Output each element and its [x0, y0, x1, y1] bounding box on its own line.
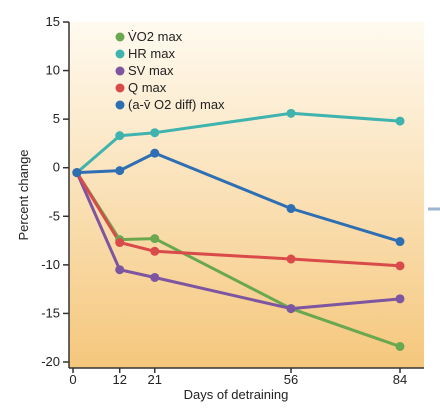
data-point-1: [115, 131, 125, 141]
x-tick-label: 56: [284, 372, 298, 387]
data-point-0: [150, 234, 160, 244]
y-tick-label: -15: [41, 305, 60, 320]
legend-marker: [115, 49, 125, 59]
legend-marker: [115, 66, 125, 76]
data-point-4: [72, 168, 82, 178]
data-point-2: [395, 294, 405, 304]
data-point-2: [150, 272, 160, 282]
legend-label: Q max: [128, 80, 167, 95]
legend-marker: [115, 32, 125, 42]
data-point-3: [395, 261, 405, 271]
y-tick-label: 15: [46, 14, 60, 29]
legend-marker: [115, 100, 125, 110]
data-point-4: [395, 237, 405, 247]
data-point-2: [286, 304, 296, 314]
series-layer: [72, 108, 405, 351]
x-tick-label: 21: [148, 372, 162, 387]
data-point-4: [150, 148, 160, 158]
y-tick-label: 10: [46, 63, 60, 78]
data-point-2: [115, 265, 125, 275]
x-tick-label: 12: [112, 372, 126, 387]
axes: 15 10 5 0 -5 -10 -15 -20 0 12 21 56 84: [41, 14, 424, 387]
data-point-1: [286, 108, 296, 118]
y-tick-label: -5: [48, 208, 60, 223]
plot-area: [69, 22, 424, 368]
legend-label: V̇O2 max: [128, 29, 183, 44]
y-tick-label: -10: [41, 257, 60, 272]
y-axis-title: Percent change: [16, 149, 31, 240]
x-tick-label: 0: [69, 372, 76, 387]
data-point-3: [286, 254, 296, 264]
x-tick-label: 84: [393, 372, 407, 387]
legend: V̇O2 max HR max SV max Q max (a-v̄ O2 diff) …: [115, 29, 225, 112]
legend-marker: [115, 83, 125, 93]
data-point-0: [395, 341, 405, 351]
y-tick-label: 0: [53, 160, 60, 175]
y-tick-label: 5: [53, 111, 60, 126]
data-point-1: [395, 116, 405, 126]
legend-label: HR max: [128, 46, 175, 61]
x-axis-title: Days of detraining: [184, 387, 289, 402]
y-tick-label: -20: [41, 354, 60, 369]
data-point-3: [115, 238, 125, 248]
data-point-4: [115, 166, 125, 176]
legend-label: (a-v̄ O2 diff) max: [128, 97, 225, 112]
data-point-4: [286, 204, 296, 214]
data-point-1: [150, 128, 160, 138]
data-point-3: [150, 246, 160, 256]
legend-label: SV max: [128, 63, 174, 78]
